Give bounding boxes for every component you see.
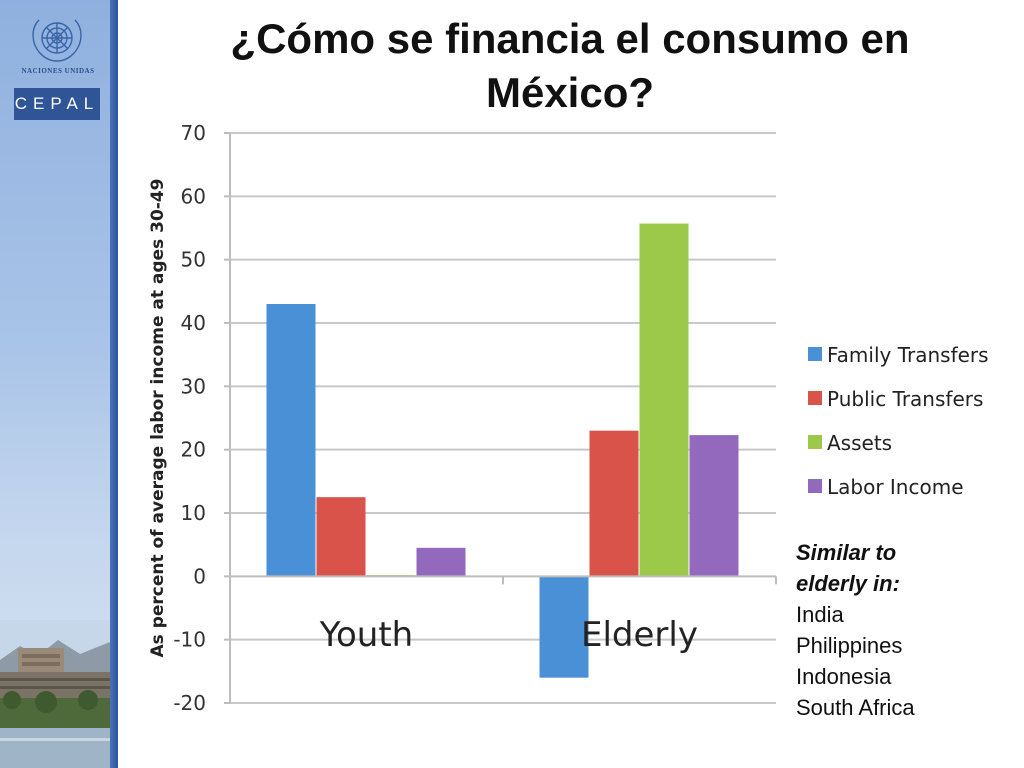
un-emblem-icon [32,19,82,62]
y-tick-label: 10 [181,501,206,525]
note-box: Similar to elderly in: India Philippines… [796,537,1006,723]
bar-family-transfers-youth [266,304,316,577]
slide-title: ¿Cómo se financia el consumo en México? [230,15,910,116]
bar-assets-elderly [639,223,689,577]
y-tick-label: 30 [181,374,206,398]
country-item: India [796,602,844,627]
bar-labor-income-elderly [689,435,739,577]
bar-public-transfers-youth [316,497,366,577]
cepal-logo: CEPAL [14,88,100,120]
bar-labor-income-youth [416,547,466,577]
sidebar-divider [110,0,118,768]
bar-chart: -20 -10 0 10 20 30 40 50 60 70 Youth Elderly As pe… [148,121,989,715]
country-item: Philippines [796,633,903,658]
legend-swatch-labor-income [808,479,822,493]
sidebar-banner: NACIONES UNIDAS CEPAL [0,0,118,768]
y-tick-label: -10 [173,628,206,652]
legend-label-public-transfers: Public Transfers [827,387,983,411]
y-tick-label: 50 [181,248,206,272]
bar-layer [266,223,739,678]
category-label-elderly: Elderly [581,615,698,655]
country-item: South Africa [796,695,915,720]
y-tick-label: 0 [193,564,206,588]
organization-name: NACIONES UNIDAS [21,67,95,75]
country-list: India Philippines Indonesia South Africa [796,599,1006,723]
y-axis-ticks: -20 -10 0 10 20 30 40 50 60 70 [173,121,230,715]
bar-public-transfers-elderly [589,430,639,577]
axis-layer [229,133,777,703]
note-heading: Similar to elderly in: [796,537,1006,599]
y-tick-label: 70 [181,121,206,145]
legend-swatch-public-transfers [808,391,822,405]
y-tick-label: 20 [181,438,206,462]
y-tick-label: 60 [181,184,206,208]
y-tick-label: 40 [181,311,206,335]
legend-swatch-assets [808,435,822,449]
legend-swatch-family-transfers [808,347,822,361]
country-item: Indonesia [796,664,892,689]
building-photo [0,620,110,768]
note-heading-line: Similar to [796,540,897,565]
legend-label-family-transfers: Family Transfers [827,343,989,367]
y-axis-label: As percent of average labor income at ag… [148,179,168,658]
note-heading-line: elderly in: [796,571,900,596]
category-labels: Youth Elderly [319,615,698,655]
legend-label-assets: Assets [827,431,892,455]
bar-family-transfers-elderly [539,576,589,678]
y-tick-label: -20 [173,691,206,715]
legend: Family Transfers Public Transfers Assets La… [808,343,989,499]
category-label-youth: Youth [319,615,413,655]
legend-label-labor-income: Labor Income [827,475,964,499]
